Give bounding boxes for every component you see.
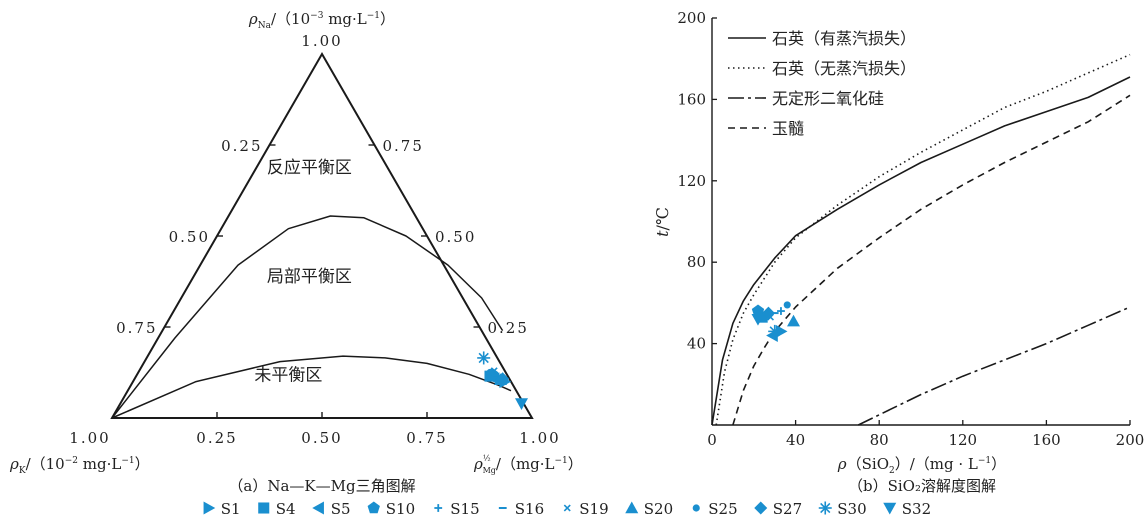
- full-equilibrium-curve: [111, 215, 504, 419]
- legend-label: S27: [773, 500, 802, 518]
- sio2-x-tick-label: 80: [870, 431, 889, 449]
- sio2-legend-label: 石英（无蒸汽损失）: [772, 59, 916, 78]
- sio2-x-tick-label: 120: [948, 431, 977, 449]
- ternary-region-label: 局部平衡区: [267, 267, 352, 287]
- legend-marker-s27: [754, 501, 768, 515]
- sio2-series-line-3: [732, 94, 1131, 426]
- legend-label: S19: [579, 500, 608, 518]
- legend-label: S25: [708, 500, 737, 518]
- legend-label: S4: [276, 500, 296, 518]
- sio2-series-line-2: [857, 306, 1131, 426]
- sio2-x-tick-label: 160: [1032, 431, 1061, 449]
- legend-marker-s20: [625, 501, 639, 514]
- marker-legend: S1 S4 S5 S10 S15 S16 S19 S20 S25 S27 S30 S32: [203, 500, 931, 518]
- legend-marker-s19: [563, 504, 571, 512]
- ternary-point-s25: [486, 368, 494, 377]
- legend-label: S5: [331, 500, 351, 518]
- sio2-y-tick-label: 40: [687, 335, 706, 353]
- sio2-point-s10: [751, 304, 765, 317]
- ternary-right-tick-label: 0.25: [488, 319, 529, 337]
- legend-marker-s10: [367, 501, 380, 514]
- sio2-y-tick-label: 160: [677, 90, 706, 108]
- sio2-point-s30: [768, 324, 782, 338]
- ternary-region-label: 未平衡区: [254, 365, 322, 385]
- ternary-right-tick-label: 0.75: [383, 137, 424, 155]
- sio2-x-tick-label: 200: [1116, 431, 1145, 449]
- legend-label: S15: [450, 500, 479, 518]
- sio2-y-tick-label: 80: [687, 253, 706, 271]
- ternary-caption: （a）Na—K—Mg三角图解: [228, 477, 415, 495]
- legend-marker-s5: [312, 501, 324, 515]
- legend-label: S16: [515, 500, 544, 518]
- sio2-point-s20: [787, 314, 801, 327]
- legend-marker-s4: [258, 502, 270, 514]
- ternary-left-apex-value: 1.00: [69, 429, 110, 447]
- legend-label: S30: [837, 500, 866, 518]
- sio2-y-tick-label: 120: [677, 172, 706, 190]
- sio2-y-tick-label: 200: [677, 9, 706, 27]
- ternary-left-tick-label: 0.25: [221, 137, 262, 155]
- ternary-left-axis-label: ρK/（10−2 mg·L−1）: [9, 455, 150, 476]
- ternary-bottom-tick-label: 0.75: [406, 429, 447, 447]
- sio2-series-line-1: [715, 53, 1131, 426]
- legend-label: S1: [221, 500, 241, 518]
- sio2-caption: （b）SiO₂溶解度图解: [848, 477, 996, 495]
- ternary-left-tick-label: 0.50: [169, 228, 210, 246]
- legend-marker-s25: [692, 504, 700, 512]
- legend-marker-s1: [203, 501, 216, 515]
- sio2-legend-label: 石英（有蒸汽损失）: [772, 29, 916, 48]
- sio2-point-s27: [761, 306, 775, 320]
- sio2-point-s15: [777, 307, 785, 315]
- ternary-right-axis-label: ρ½ Mg/（mg·L−1）: [473, 454, 583, 475]
- sio2-point-s32: [751, 313, 765, 326]
- sio2-point-s25: [783, 301, 791, 309]
- ternary-right-apex-value: 1.00: [519, 429, 560, 447]
- ternary-panel: ρNa/（10−3 mg·L−1） 1.00 1.00 1.00 ρK/（10−…: [9, 10, 583, 495]
- ternary-point-s30: [477, 351, 491, 365]
- ternary-bottom-tick-label: 0.25: [196, 429, 237, 447]
- sio2-x-tick-label: 0: [707, 431, 717, 449]
- ternary-point-s27: [496, 372, 510, 386]
- ternary-left-tick-label: 0.75: [116, 319, 157, 337]
- ternary-point-s32: [515, 398, 528, 410]
- ternary-top-axis-label: ρNa/（10−3 mg·L−1）: [248, 10, 395, 31]
- legend-label: S20: [644, 500, 673, 518]
- ternary-right-tick-label: 0.50: [435, 228, 476, 246]
- ternary-region-label: 反应平衡区: [267, 158, 352, 178]
- sio2-x-tick-label: 40: [786, 431, 805, 449]
- legend-marker-s15: [434, 504, 443, 512]
- sio2-series-line-0: [711, 76, 1131, 426]
- sio2-legend-label: 玉髓: [772, 119, 804, 138]
- sio2-x-axis-label: ρ（SiO2）/（mg · L−1）: [837, 455, 1006, 476]
- legend-marker-s30: [818, 501, 832, 515]
- ternary-top-apex-value: 1.00: [301, 32, 342, 50]
- legend-label: S10: [386, 500, 415, 518]
- legend-label: S32: [902, 500, 931, 518]
- ternary-bottom-tick-label: 0.50: [301, 429, 342, 447]
- sio2-legend-label: 无定形二氧化硅: [772, 89, 884, 108]
- legend-marker-s32: [883, 502, 897, 515]
- sio2-panel: t/℃ ρ（SiO2）/（mg · L−1） （b）SiO₂溶解度图解 0 40 8…: [653, 9, 1144, 495]
- sio2-y-axis-label: t/℃: [653, 207, 672, 237]
